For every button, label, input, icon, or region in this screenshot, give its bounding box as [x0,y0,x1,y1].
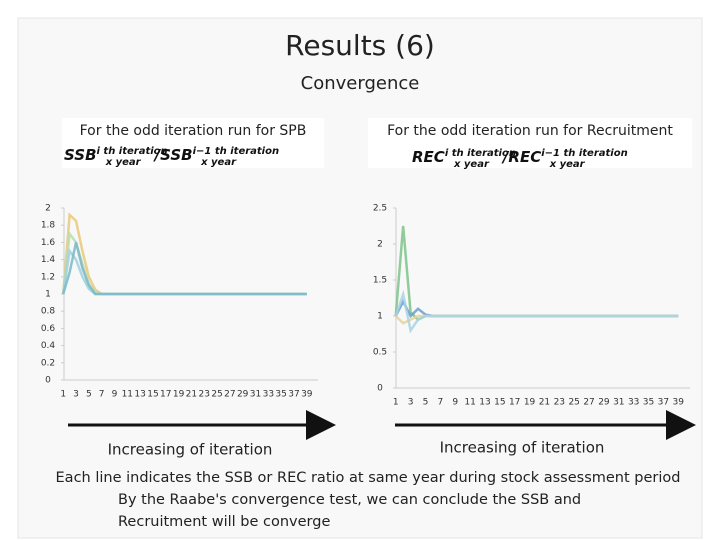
heading-box [368,118,692,168]
x-tick-label: 23 [554,398,565,408]
x-tick-label: 7 [99,390,105,400]
formula-sub: x year [200,157,237,168]
note: Recruitment will be converge [118,514,330,530]
x-tick-label: 25 [568,398,579,408]
y-tick-label: 1 [45,290,51,300]
y-tick-label: 1.8 [41,221,56,231]
x-tick-label: 1 [60,390,66,400]
formula-sep: / [153,146,162,164]
x-tick-label: 5 [423,398,429,408]
x-tick-label: 33 [628,398,639,408]
x-tick-label: 15 [494,398,505,408]
note: Each line indicates the SSB or REC ratio… [56,470,681,486]
arrow-label: Increasing of iteration [108,441,273,459]
x-tick-label: 19 [524,398,536,408]
arrow-label: Increasing of iteration [440,439,605,457]
y-tick-label: 2 [45,204,51,214]
y-tick-label: 0.4 [41,341,56,351]
formula: SSBi th iteration x year/SSBi−1 th iterat… [64,146,279,168]
x-tick-label: 7 [437,398,443,408]
formula-sup: i−1 th iteration [193,146,280,157]
x-tick-label: 27 [224,390,235,400]
x-tick-label: 35 [275,390,286,400]
x-tick-label: 39 [301,390,313,400]
x-tick-label: 15 [147,390,158,400]
x-tick-label: 21 [539,398,550,408]
x-tick-label: 13 [479,398,490,408]
y-tick-label: 0.5 [373,348,387,358]
formula: RECi th iteration x year/RECi−1 th iterat… [412,148,628,170]
y-tick-label: 0.8 [41,307,56,317]
x-tick-label: 9 [112,390,118,400]
heading-box [62,118,324,168]
x-tick-label: 19 [173,390,185,400]
formula-sub: x year [453,159,490,170]
x-tick-label: 39 [673,398,685,408]
chart-title: For the odd iteration run for SPB [80,123,307,139]
slide-subtitle: Convergence [301,73,420,94]
y-tick-label: 1.6 [41,238,56,248]
y-tick-label: 0 [377,384,383,394]
x-tick-label: 27 [583,398,594,408]
series-line [394,289,679,334]
x-tick-label: 23 [199,390,210,400]
x-tick-label: 25 [211,390,222,400]
x-tick-label: 1 [393,398,399,408]
y-tick-label: 1.5 [373,276,387,286]
x-tick-label: 37 [658,398,669,408]
x-tick-label: 11 [122,390,133,400]
formula-sep: / [501,148,510,166]
x-tick-label: 17 [509,398,520,408]
x-tick-label: 29 [237,390,249,400]
formula-base: SSB [160,146,193,164]
slide-frame [17,17,703,539]
x-tick-label: 3 [408,398,414,408]
x-tick-label: 3 [73,390,79,400]
y-tick-label: 0 [45,376,51,386]
y-tick-label: 0.6 [41,324,56,334]
note: By the Raabe's convergence test, we can … [118,492,581,508]
x-tick-label: 29 [598,398,610,408]
formula-sup: i−1 th iteration [541,148,628,159]
x-tick-label: 37 [288,390,299,400]
y-tick-label: 1.4 [41,255,56,265]
formula-sup: i th iteration [97,146,168,157]
x-tick-label: 5 [86,390,92,400]
chart-title: For the odd iteration run for Recruitmen… [387,123,673,139]
x-tick-label: 11 [464,398,475,408]
x-tick-label: 9 [452,398,458,408]
x-tick-label: 31 [250,390,261,400]
formula-base: REC [508,148,541,166]
y-tick-label: 0.2 [41,358,55,368]
formula-base: REC [412,148,445,166]
series-line [62,242,307,296]
y-tick-label: 2.5 [373,204,387,214]
x-tick-label: 21 [186,390,197,400]
x-tick-label: 31 [613,398,624,408]
y-tick-label: 1.2 [41,272,55,282]
x-tick-label: 17 [160,390,171,400]
formula-base: SSB [64,146,97,164]
formula-sub: x year [105,157,142,168]
x-tick-label: 35 [643,398,654,408]
formula-sup: i th iteration [445,148,516,159]
slide-title: Results (6) [285,29,435,62]
formula-sub: x year [549,159,586,170]
x-tick-label: 33 [263,390,274,400]
y-tick-label: 2 [377,240,383,250]
y-tick-label: 1 [377,312,383,322]
x-tick-label: 13 [134,390,145,400]
